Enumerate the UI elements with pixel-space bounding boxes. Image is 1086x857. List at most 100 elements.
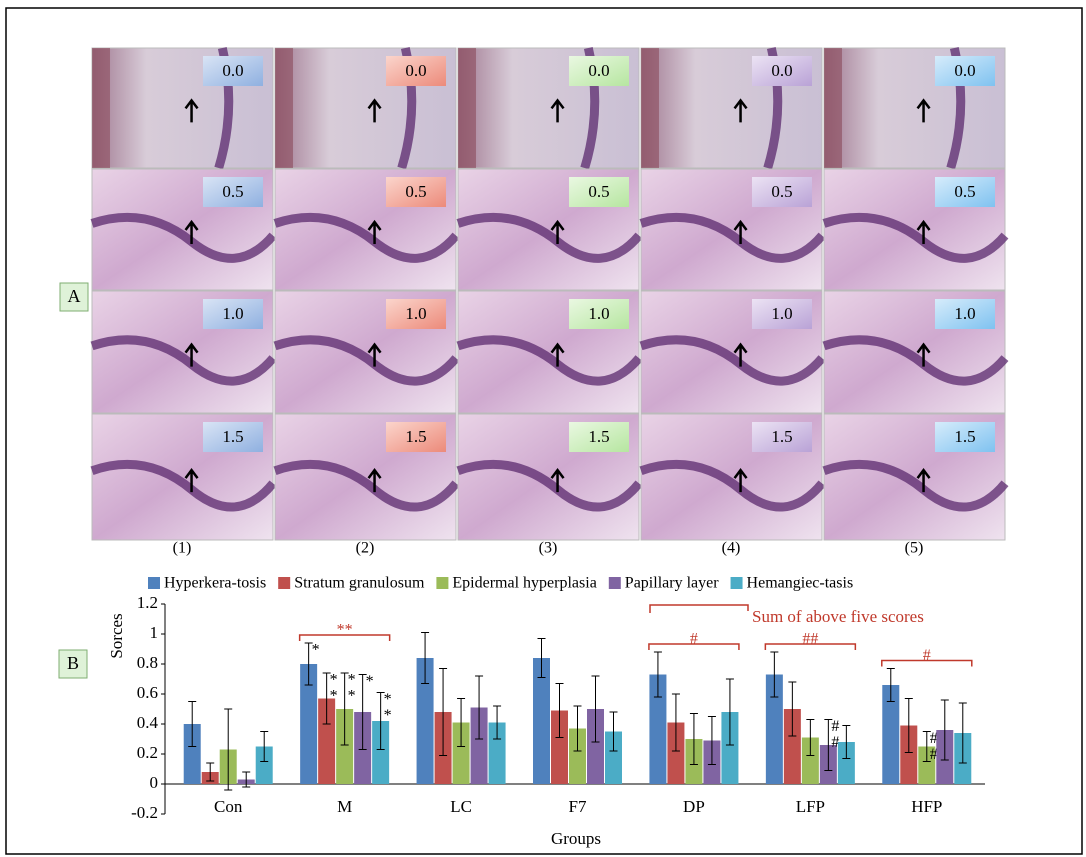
muscle-layer [824, 48, 842, 168]
score-label: 1.0 [954, 304, 975, 323]
legend-label: Hyperkera-tosis [164, 575, 266, 592]
x-axis-title: Groups [551, 829, 601, 848]
arrow [184, 219, 199, 245]
significance-mark: # [930, 730, 938, 747]
panel-label-box [59, 282, 89, 312]
score-box [569, 299, 629, 329]
error-bar [904, 698, 913, 753]
group-bracket [648, 643, 740, 650]
bar [488, 722, 506, 784]
arrow [367, 342, 382, 367]
arrow [367, 468, 382, 493]
score-label: 1.0 [222, 304, 243, 323]
score-label: 1.5 [954, 427, 975, 446]
bar [416, 658, 434, 784]
column-label: (4) [722, 540, 741, 557]
score-box [752, 177, 812, 207]
score-label: 1.0 [771, 304, 792, 323]
bar [318, 698, 336, 784]
score-box [752, 56, 812, 86]
arrow [733, 219, 748, 245]
arrow [184, 98, 199, 123]
bar [587, 709, 604, 784]
error-bar [573, 705, 582, 752]
score-label: 0.5 [954, 182, 975, 201]
arrow [550, 98, 565, 123]
x-tick-label: Con [214, 797, 243, 816]
score-box [935, 56, 995, 86]
error-bar [707, 716, 716, 765]
y-tick-label: 1.2 [137, 593, 158, 612]
score-label: 0.5 [222, 182, 243, 201]
error-bar [304, 642, 313, 686]
error-bar [806, 719, 815, 756]
error-bar [358, 674, 367, 750]
score-label: 1.5 [405, 427, 426, 446]
error-bar [242, 771, 251, 788]
group-bracket [881, 659, 973, 667]
score-label: 0.5 [771, 182, 792, 201]
error-bar [224, 708, 233, 791]
x-tick-label: HFP [911, 797, 942, 816]
bar [765, 674, 783, 784]
x-tick-label: F7 [569, 797, 587, 816]
bar [551, 710, 568, 784]
bar [452, 722, 470, 784]
score-label: 0.5 [405, 182, 426, 201]
bar [470, 707, 488, 784]
score-box [752, 422, 812, 452]
error-bar [206, 762, 215, 782]
legend-swatch [278, 577, 291, 589]
significance-mark: * [366, 673, 374, 690]
error-bar [689, 713, 698, 765]
score-box [935, 299, 995, 329]
error-bar [439, 668, 448, 756]
error-bar [322, 672, 331, 725]
significance-mark: # [831, 718, 839, 735]
x-tick-label: LFP [796, 797, 825, 816]
arrow [733, 342, 748, 367]
significance-mark: # [831, 734, 839, 751]
score-label: 0.0 [954, 61, 975, 80]
column-label: (5) [905, 540, 924, 557]
score-label: 1.0 [405, 304, 426, 323]
score-box [203, 422, 263, 452]
score-label: 0.0 [771, 61, 792, 80]
error-bar [725, 678, 734, 746]
bar [649, 674, 667, 784]
x-tick-label: LC [450, 797, 472, 816]
x-tick-label: DP [683, 797, 705, 816]
score-box [386, 422, 446, 452]
significance-mark: # [930, 746, 938, 763]
score-label: 1.0 [588, 304, 609, 323]
score-label: 1.5 [588, 427, 609, 446]
x-tick-label: M [337, 797, 352, 816]
panel-label: A [68, 286, 81, 306]
bracket-label: # [690, 631, 698, 648]
error-bar [493, 705, 502, 740]
bar [300, 664, 318, 784]
bar [667, 722, 685, 784]
significance-mark: * [348, 688, 356, 705]
score-box [386, 177, 446, 207]
error-bar [886, 668, 895, 702]
arrow [550, 219, 565, 245]
group-bracket [298, 634, 391, 641]
error-bar [788, 681, 797, 737]
score-box [386, 56, 446, 86]
bar [918, 746, 936, 784]
legend-label: Hemangiec-tasis [747, 575, 854, 592]
y-tick-label: 1 [150, 623, 159, 642]
error-bar [421, 632, 430, 684]
error-bar [940, 699, 949, 761]
score-box [386, 299, 446, 329]
error-bar [188, 701, 197, 747]
arrow [733, 98, 748, 123]
error-bar [591, 675, 600, 743]
significance-mark: * [348, 672, 356, 689]
arrow [550, 342, 565, 367]
arrow [550, 468, 565, 493]
score-label: 0.0 [222, 61, 243, 80]
legend-swatch [730, 577, 743, 589]
error-bar [260, 731, 269, 762]
